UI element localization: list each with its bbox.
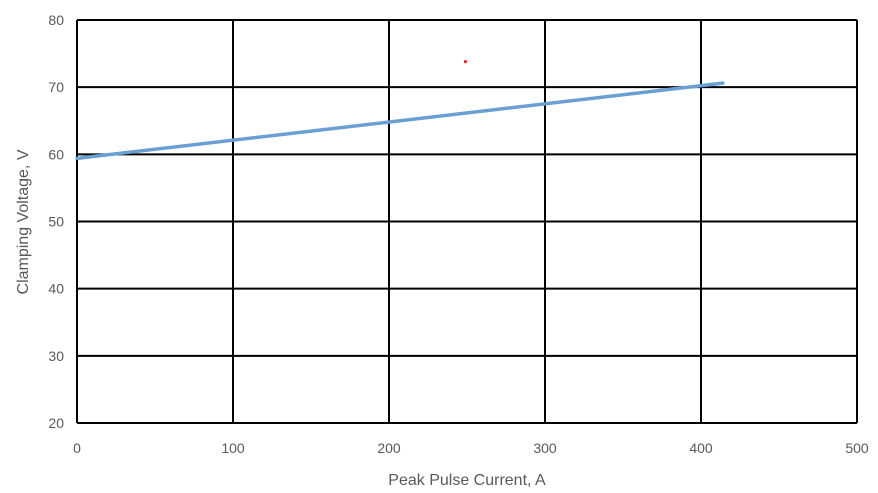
y-tick-label: 30 xyxy=(48,348,64,364)
y-tick-label: 50 xyxy=(48,214,64,230)
y-axis-title: Clamping Voltage, V xyxy=(15,149,32,294)
series-layer xyxy=(75,60,725,161)
y-tick-labels: 20 30 40 50 60 70 80 xyxy=(48,12,64,431)
y-tick-label: 60 xyxy=(48,146,64,162)
x-tick-label: 400 xyxy=(689,440,713,456)
x-tick-label: 300 xyxy=(533,440,557,456)
x-tick-labels: 0 100 200 300 400 500 xyxy=(73,440,869,456)
x-tick-label: 200 xyxy=(377,440,401,456)
series-line xyxy=(75,81,725,161)
series-point xyxy=(463,60,467,64)
grid xyxy=(76,19,858,424)
y-tick-label: 40 xyxy=(48,281,64,297)
x-tick-label: 500 xyxy=(845,440,869,456)
x-tick-label: 100 xyxy=(221,440,245,456)
y-tick-label: 70 xyxy=(48,79,64,95)
y-tick-label: 80 xyxy=(48,12,64,28)
x-tick-label: 0 xyxy=(73,440,81,456)
y-tick-label: 20 xyxy=(48,415,64,431)
x-axis-title: Peak Pulse Current, A xyxy=(388,472,546,489)
